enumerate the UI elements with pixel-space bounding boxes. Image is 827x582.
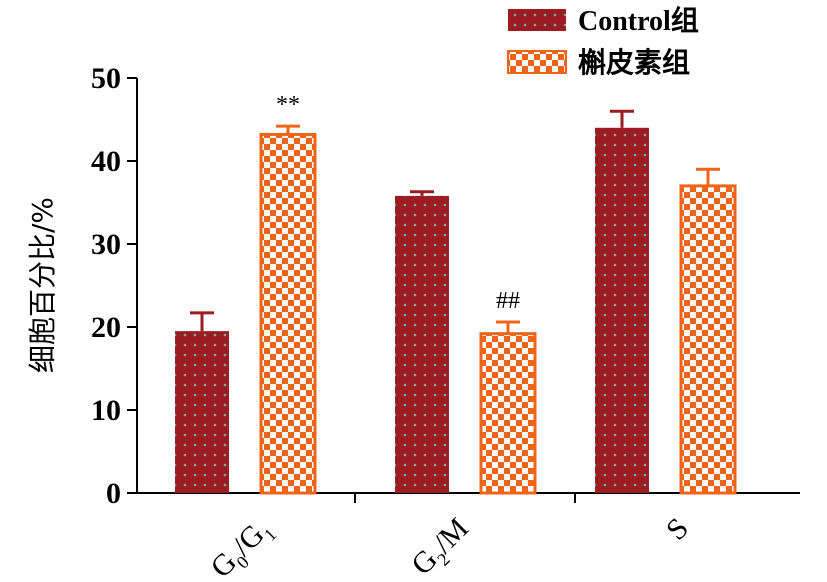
y-tick-label: 10 <box>91 394 121 427</box>
y-ticks: 0 10 20 30 40 50 <box>91 62 137 510</box>
y-tick-label: 30 <box>91 228 121 261</box>
y-tick-label: 40 <box>91 145 121 178</box>
annotations: ** ## <box>276 92 520 314</box>
x-category-label: G2/M <box>405 512 478 582</box>
bars <box>175 127 737 495</box>
bar-control-0 <box>175 331 229 493</box>
bar-control-1 <box>395 195 449 494</box>
y-tick-label: 20 <box>91 311 121 344</box>
error-bars <box>190 109 720 334</box>
legend-label-control: Control组 <box>578 5 699 37</box>
legend-swatch-control <box>508 9 566 31</box>
legend-label-quercetin: 槲皮素组 <box>578 47 690 79</box>
y-tick-label: 0 <box>106 477 121 510</box>
bar-quercetin-2 <box>679 184 737 495</box>
y-tick-label: 50 <box>91 62 121 95</box>
bar-quercetin-1 <box>479 332 537 495</box>
significance-annotation: ## <box>496 288 520 314</box>
legend-swatch-quercetin <box>507 50 567 74</box>
x-ticks <box>354 493 576 503</box>
significance-annotation: ** <box>276 92 300 118</box>
x-category-labels: G0/G1 G2/M S <box>204 512 695 582</box>
x-category-label: S <box>660 512 695 547</box>
y-axis-label: 细胞百分比/% <box>26 197 59 373</box>
legend: Control组 槲皮素组 <box>507 5 699 79</box>
bar-quercetin-0 <box>259 132 317 495</box>
x-category-label: G0/G1 <box>204 512 280 582</box>
bar-control-2 <box>595 127 649 494</box>
